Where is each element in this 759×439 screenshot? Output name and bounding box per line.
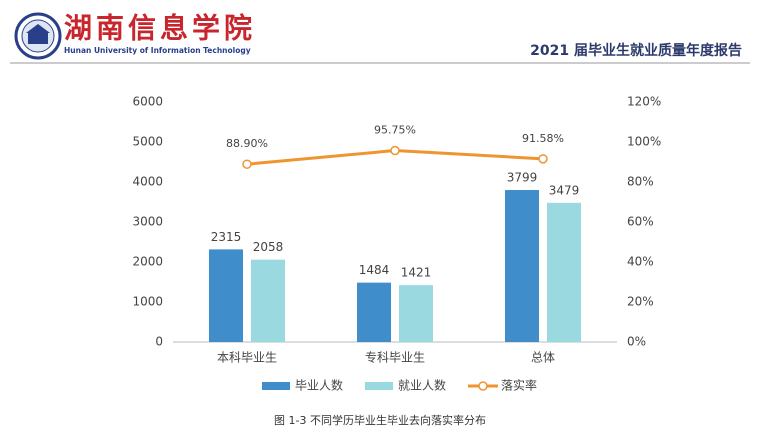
y2-tick-label: 80% (627, 175, 654, 189)
rate-value-label: 91.58% (522, 132, 564, 145)
bar (399, 285, 433, 342)
legend-marker (478, 381, 488, 391)
y-tick-label: 0 (155, 335, 163, 349)
bar-value-label: 2058 (253, 240, 284, 254)
y2-tick-label: 0% (627, 335, 646, 349)
header-subtitle: Hunan University of Information Technolo… (64, 46, 251, 55)
x-tick-label: 本科毕业生 (217, 351, 277, 365)
caption: 图 1-3 不同学历毕业生毕业去向落实率分布 (274, 413, 486, 427)
bar-value-label: 3799 (507, 171, 538, 185)
legend-label: 落实率 (501, 378, 537, 393)
y-tick-label: 4000 (132, 175, 163, 189)
y2-tick-label: 120% (627, 95, 661, 109)
rate-point (538, 154, 548, 164)
bar (209, 249, 243, 342)
bar (357, 282, 391, 342)
bar (505, 190, 539, 342)
rate-point (390, 145, 400, 156)
y-tick-label: 6000 (132, 95, 163, 109)
bar-value-label: 2315 (211, 230, 242, 244)
y-tick-label: 1000 (132, 295, 163, 309)
legend-label: 就业人数 (398, 378, 446, 393)
report-title: 2021 届毕业生就业质量年度报告 (530, 42, 742, 59)
y2-tick-label: 100% (627, 135, 661, 149)
bar (547, 202, 581, 342)
legend-swatch (365, 382, 393, 390)
logo (14, 12, 62, 60)
y2-tick-label: 60% (627, 215, 654, 229)
bar-value-label: 1421 (401, 266, 432, 280)
bar-value-label: 3479 (549, 183, 580, 197)
x-tick-label: 专科毕业生 (365, 350, 425, 365)
rate-point (242, 159, 252, 169)
y2-tick-label: 40% (627, 255, 654, 269)
x-tick-label: 总体 (531, 351, 555, 365)
y2-tick-label: 20% (627, 295, 654, 309)
y-tick-label: 3000 (132, 215, 163, 229)
rate-value-label: 95.75% (374, 124, 416, 137)
legend-swatch (262, 382, 290, 390)
y-tick-label: 5000 (132, 135, 163, 149)
bar-value-label: 1484 (359, 263, 390, 277)
rate-value-label: 88.90% (226, 137, 268, 150)
legend-label: 毕业人数 (295, 378, 343, 393)
bar (251, 259, 285, 342)
y-tick-label: 2000 (132, 255, 163, 269)
header-title: 湖南信息学院 (64, 12, 256, 45)
